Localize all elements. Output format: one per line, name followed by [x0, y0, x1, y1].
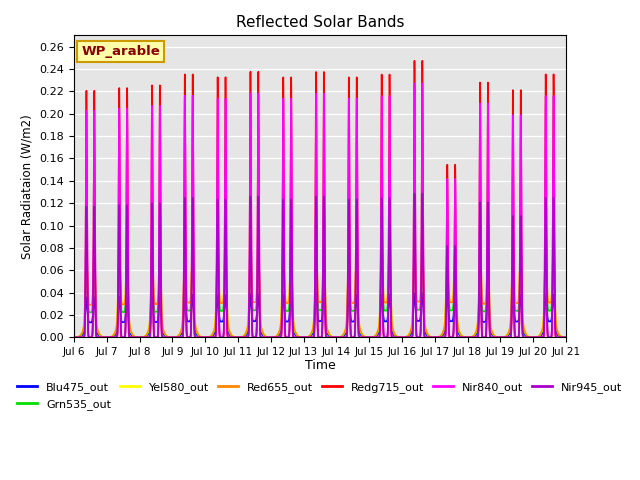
Yel580_out: [170, 335, 178, 340]
Blu475_out: [388, 323, 396, 329]
Yel580_out: [419, 239, 426, 245]
Red655_out: [70, 335, 78, 340]
Nir840_out: [419, 81, 426, 86]
Yel580_out: [561, 335, 568, 340]
Redg715_out: [70, 335, 78, 340]
Redg715_out: [562, 335, 570, 340]
Yel580_out: [562, 335, 570, 340]
Line: Nir840_out: Nir840_out: [74, 84, 566, 337]
Nir945_out: [254, 197, 262, 203]
Redg715_out: [175, 335, 183, 340]
Redg715_out: [561, 335, 568, 340]
X-axis label: Time: Time: [305, 359, 335, 372]
Nir945_out: [170, 335, 178, 340]
Red655_out: [562, 335, 570, 340]
Nir840_out: [175, 335, 183, 340]
Blu475_out: [170, 335, 178, 340]
Redg715_out: [419, 58, 426, 64]
Yel580_out: [388, 310, 396, 315]
Nir945_out: [419, 191, 426, 196]
Nir840_out: [562, 335, 570, 340]
Title: Reflected Solar Bands: Reflected Solar Bands: [236, 15, 404, 30]
Blu475_out: [254, 291, 262, 297]
Yel580_out: [458, 333, 465, 338]
Redg715_out: [458, 335, 465, 340]
Nir840_out: [70, 335, 78, 340]
Grn535_out: [561, 335, 568, 340]
Red655_out: [561, 335, 568, 340]
Grn535_out: [419, 261, 426, 267]
Nir840_out: [388, 331, 396, 336]
Grn535_out: [388, 315, 396, 321]
Blu475_out: [70, 335, 78, 340]
Grn535_out: [170, 335, 178, 340]
Nir945_out: [562, 335, 570, 340]
Blu475_out: [561, 335, 568, 340]
Blu475_out: [175, 333, 183, 339]
Nir840_out: [561, 335, 568, 340]
Red655_out: [458, 333, 465, 338]
Grn535_out: [254, 263, 262, 268]
Red655_out: [419, 239, 426, 245]
Redg715_out: [254, 80, 262, 85]
Blu475_out: [562, 335, 570, 340]
Redg715_out: [170, 335, 178, 340]
Grn535_out: [458, 333, 465, 339]
Line: Redg715_out: Redg715_out: [74, 61, 566, 337]
Nir945_out: [175, 335, 183, 340]
Y-axis label: Solar Radiataion (W/m2): Solar Radiataion (W/m2): [21, 114, 34, 259]
Red655_out: [388, 310, 396, 315]
Red655_out: [170, 335, 178, 340]
Red655_out: [254, 241, 262, 247]
Nir945_out: [458, 335, 465, 340]
Grn535_out: [562, 335, 570, 340]
Blu475_out: [458, 334, 465, 339]
Nir945_out: [561, 335, 568, 340]
Line: Grn535_out: Grn535_out: [74, 264, 566, 337]
Nir945_out: [70, 335, 78, 340]
Yel580_out: [254, 241, 262, 247]
Grn535_out: [70, 335, 78, 340]
Line: Blu475_out: Blu475_out: [74, 293, 566, 337]
Blu475_out: [419, 290, 426, 296]
Grn535_out: [175, 333, 183, 338]
Line: Nir945_out: Nir945_out: [74, 193, 566, 337]
Line: Red655_out: Red655_out: [74, 242, 566, 337]
Nir840_out: [458, 335, 465, 340]
Yel580_out: [175, 332, 183, 337]
Nir945_out: [388, 330, 396, 336]
Nir840_out: [170, 335, 178, 340]
Yel580_out: [70, 335, 78, 340]
Legend: Blu475_out, Grn535_out, Yel580_out, Red655_out, Redg715_out, Nir840_out, Nir945_: Blu475_out, Grn535_out, Yel580_out, Red6…: [13, 378, 627, 414]
Nir840_out: [254, 99, 262, 105]
Line: Yel580_out: Yel580_out: [74, 242, 566, 337]
Red655_out: [175, 332, 183, 337]
Redg715_out: [388, 333, 396, 339]
Text: WP_arable: WP_arable: [81, 45, 160, 58]
